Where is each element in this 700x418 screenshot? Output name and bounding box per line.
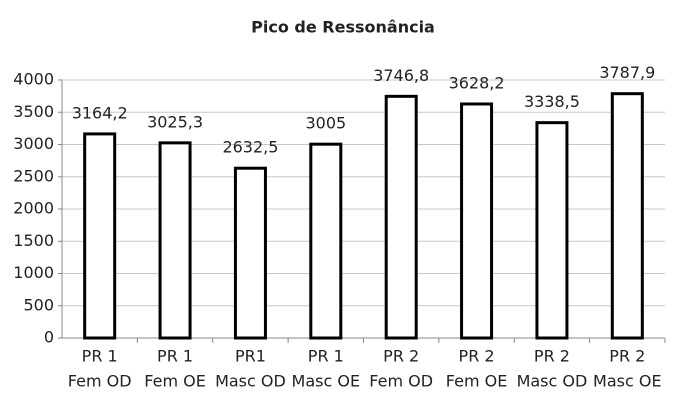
y-tick-label: 0 <box>44 328 54 347</box>
value-label: 3787,9 <box>599 63 655 82</box>
bar <box>233 166 267 340</box>
value-label: 3005 <box>305 114 346 133</box>
y-tick-label: 3000 <box>13 134 54 153</box>
value-label: 3164,2 <box>72 103 128 122</box>
x-tick-label: PR 1 <box>157 347 193 366</box>
bar <box>460 102 494 340</box>
value-label: 3628,2 <box>449 73 505 92</box>
y-tick-label: 3500 <box>13 102 54 121</box>
x-tick-label: Masc OE <box>292 372 361 391</box>
x-tick-label: PR 1 <box>82 347 118 366</box>
bar <box>384 94 418 340</box>
bar <box>158 141 192 340</box>
bar <box>83 132 117 340</box>
y-tick-label: 2500 <box>13 166 54 185</box>
chart-title: Pico de Ressonância <box>251 18 435 37</box>
bar <box>309 142 343 340</box>
y-tick-label: 1000 <box>13 263 54 282</box>
x-tick-label: PR 2 <box>459 347 495 366</box>
value-label: 3746,8 <box>373 66 429 85</box>
bar <box>535 121 569 340</box>
bar <box>610 92 644 340</box>
x-tick-label: Masc OE <box>593 372 662 391</box>
x-tick-label: Fem OE <box>446 372 508 391</box>
x-tick-label: Fem OD <box>68 372 132 391</box>
value-label: 3025,3 <box>147 112 203 131</box>
x-tick-label: PR 2 <box>609 347 645 366</box>
x-tick-label: Fem OE <box>144 372 206 391</box>
y-tick-label: 4000 <box>13 70 54 89</box>
y-tick-label: 500 <box>23 295 54 314</box>
x-tick-label: Fem OD <box>369 372 433 391</box>
x-tick-label: PR1 <box>235 347 266 366</box>
y-tick-label: 1500 <box>13 231 54 250</box>
y-tick-label: 2000 <box>13 199 54 218</box>
x-tick-label: Masc OD <box>517 372 588 391</box>
x-tick-label: PR 1 <box>308 347 344 366</box>
x-tick-label: PR 2 <box>383 347 419 366</box>
x-tick-label: Masc OD <box>215 372 286 391</box>
value-label: 2632,5 <box>222 138 278 157</box>
value-label: 3338,5 <box>524 92 580 111</box>
x-tick-label: PR 2 <box>534 347 570 366</box>
